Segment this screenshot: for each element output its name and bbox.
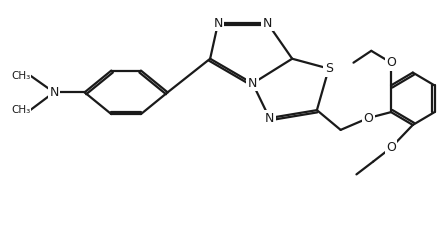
Text: N: N [213,17,223,30]
Text: CH₃: CH₃ [11,70,30,81]
Text: O: O [386,141,396,154]
Text: CH₃: CH₃ [11,105,30,115]
Text: N: N [263,17,272,30]
Text: N: N [49,86,59,99]
Text: S: S [325,62,333,75]
Text: O: O [364,112,373,125]
Text: O: O [386,56,396,69]
Text: N: N [265,112,274,125]
Text: N: N [248,77,257,90]
